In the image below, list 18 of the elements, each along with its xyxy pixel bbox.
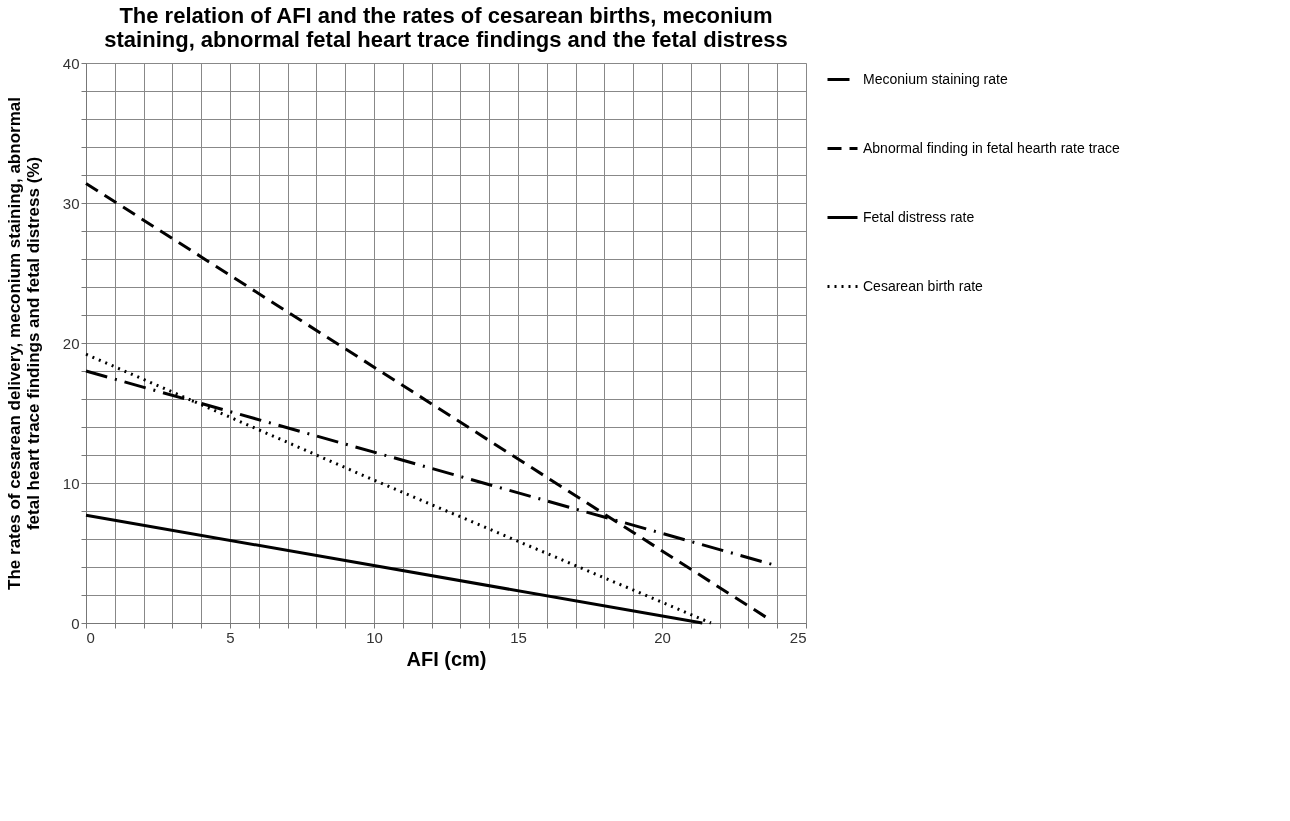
x-tick-label: 15 — [510, 628, 527, 646]
x-tick-label: 10 — [366, 628, 383, 646]
legend-label: Abnormal finding in fetal hearth rate trace — [863, 139, 1121, 156]
legend-label: Cesarean birth rate — [863, 277, 984, 294]
y-tick-label: 40 — [62, 54, 80, 72]
x-tick-label: 20 — [654, 628, 671, 646]
y-tick-label: 20 — [62, 334, 80, 352]
legend-label: Fetal distress rate — [863, 208, 975, 225]
x-axis-title: AFI (cm) — [406, 647, 487, 670]
x-tick-label: 5 — [226, 628, 235, 646]
chart-title: The relation of AFI and the rates of cesarean births, meconium staining, abnormal fetal heart trace findings and the fetal distress — [104, 3, 788, 52]
y-tick-label: 30 — [62, 194, 80, 212]
y-tick-label: 10 — [62, 474, 80, 492]
legend-label: Meconium staining rate — [863, 70, 1008, 87]
x-tick-label: 25 — [789, 628, 807, 646]
y-tick-label: 0 — [71, 614, 80, 632]
y-axis-title: The rates of cesarean delivery, meconium staining, abnormal fetal heart trace findings and fetal distress (%) — [4, 97, 43, 590]
x-tick-label: 0 — [86, 628, 95, 646]
